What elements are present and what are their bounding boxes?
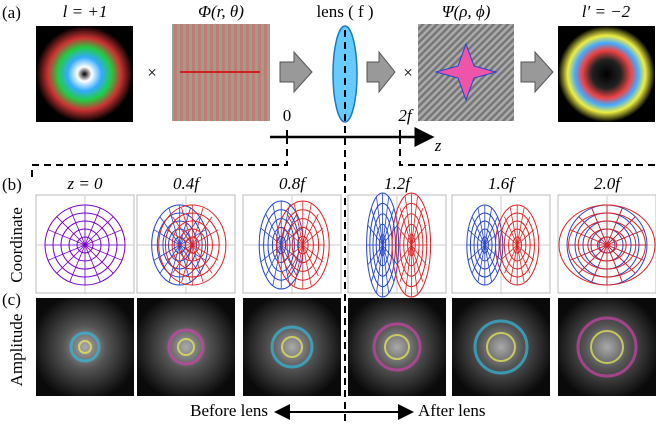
output-charge: l′ = −2	[582, 2, 631, 21]
amplitude-image	[348, 298, 446, 396]
flow-arrow	[280, 52, 312, 92]
phase-2: Ψ(ρ, ϕ)	[442, 2, 491, 21]
figure: (a) l = +1 × Φ(r, θ) lens ( f ) × Ψ(ρ, ϕ…	[0, 0, 656, 430]
output-beam	[558, 26, 655, 122]
amplitude-image	[243, 298, 341, 396]
axis-start: 0	[283, 106, 292, 125]
lens-label: lens ( f )	[316, 2, 373, 21]
input-charge: l = +1	[63, 2, 108, 21]
row-label: Amplitude	[7, 314, 26, 387]
column-label: 0.4f	[173, 174, 201, 193]
connector	[32, 137, 287, 178]
panel-label: (b)	[2, 175, 22, 194]
amplitude-image	[558, 298, 656, 396]
input-beam	[36, 26, 133, 122]
column-label: 0.8f	[279, 174, 307, 193]
axis-label: z	[434, 136, 442, 155]
axis-end: 2f	[398, 106, 414, 125]
before-lens: Before lens	[190, 401, 268, 420]
phase-1: Φ(r, θ)	[198, 2, 244, 21]
panel-label: (c)	[2, 290, 21, 309]
flow-arrow	[521, 52, 553, 92]
amplitude-image	[36, 298, 134, 396]
column-label: 1.6f	[488, 174, 516, 193]
amplitude-image	[452, 298, 550, 396]
column-label: 1.2f	[384, 174, 412, 193]
amplitude-image	[137, 298, 235, 396]
flow-arrow	[367, 52, 395, 92]
panel-label: (a)	[2, 3, 21, 22]
times: ×	[147, 63, 157, 82]
times: ×	[403, 63, 413, 82]
after-lens: After lens	[418, 401, 486, 420]
column-label: 2.0f	[594, 174, 622, 193]
column-label: z = 0	[66, 174, 103, 193]
row-label: Coordinate	[7, 207, 26, 283]
